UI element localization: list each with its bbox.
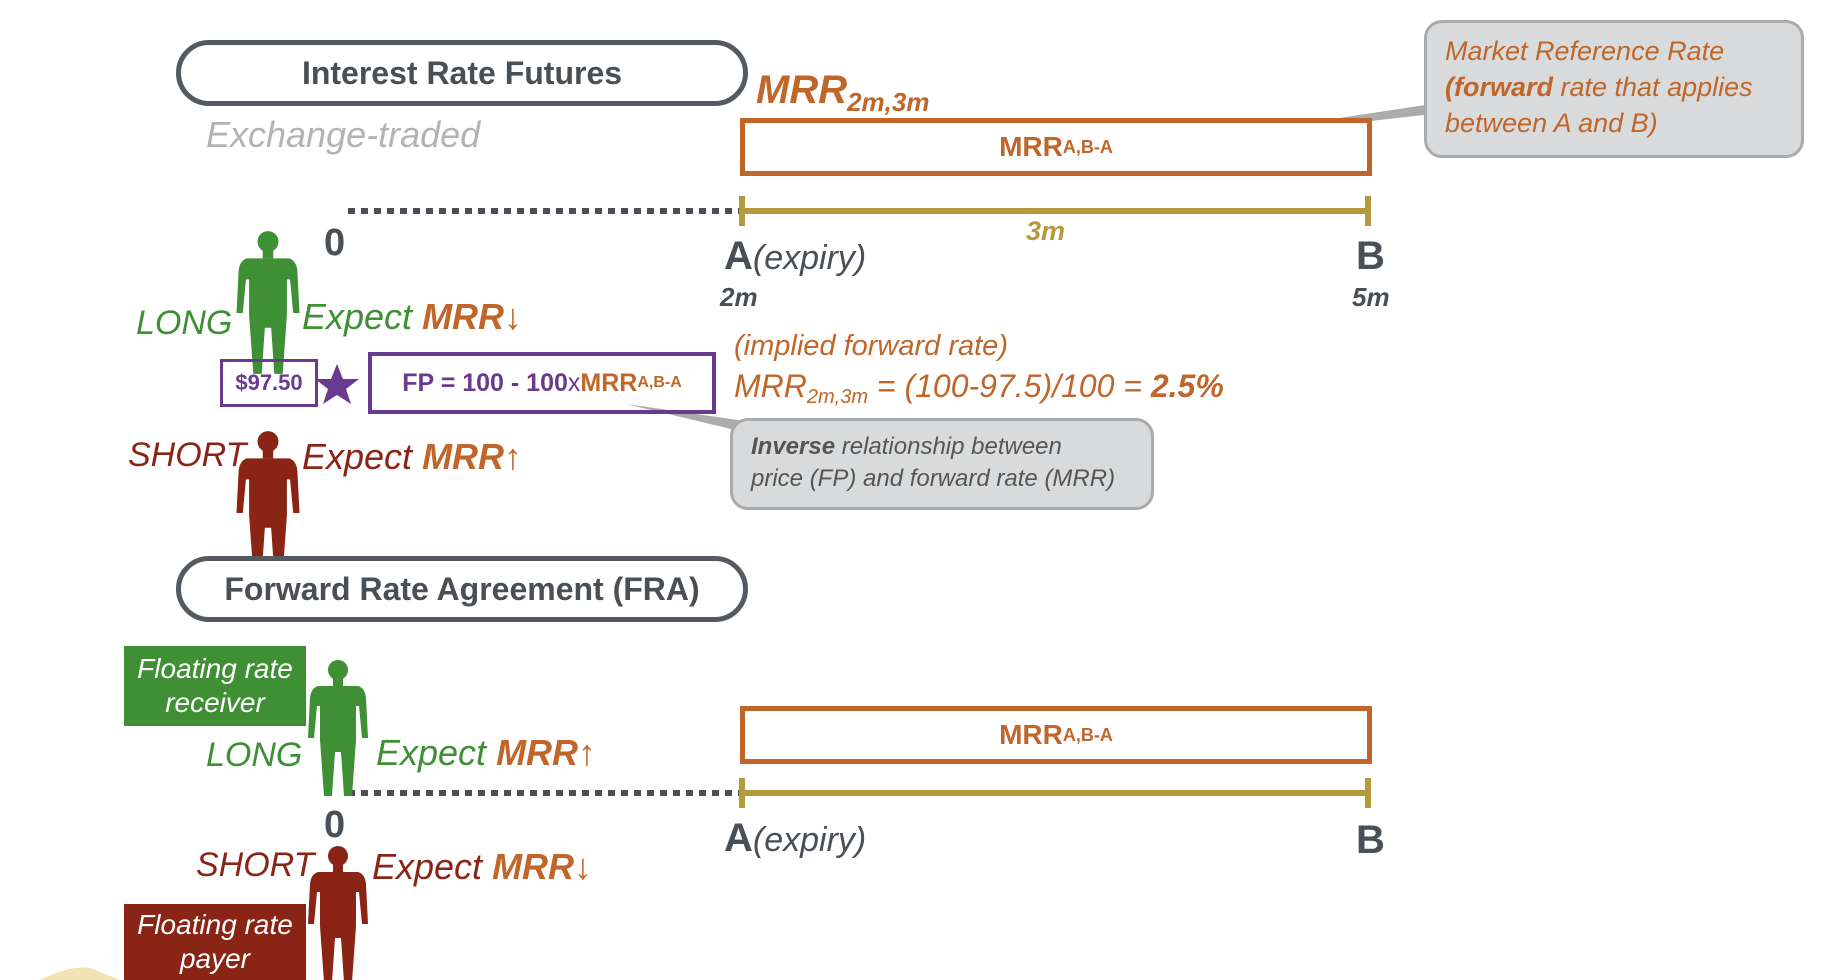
futures-short-expect: Expect MRR↑ [302,436,522,478]
futures-long-expect-text: Expect [302,296,423,337]
futures-short-expect-mrr: MRR↑ [422,436,523,477]
futures-long-label: LONG [136,304,233,342]
fra-mrr-box: MRR A,B-A [740,706,1372,764]
futures-price: $97.50 [235,370,303,395]
futures-a-letter: A [724,234,753,278]
futures-mrr-heading: MRR2m,3m [756,68,929,118]
fra-long-expect-text: Expect [376,732,497,773]
futures-mrr-box-main: MRR [999,131,1063,162]
futures-title-pill: Interest Rate Futures [176,40,748,106]
inverse-rest: relationship between [835,433,1062,460]
futures-long-expect: Expect MRR↓ [302,296,522,338]
futures-b-letter: B [1356,234,1385,278]
fra-receiver-line1: Floating rate [137,653,293,684]
fra-receiver-line2: receiver [165,687,265,718]
fra-short-expect: Expect MRR↓ [372,846,592,888]
fra-b-letter: B [1356,818,1385,862]
fra-short-label: SHORT [196,846,315,884]
futures-b-month: 5m [1352,282,1390,312]
fra-receiver-tag: Floating rate receiver [124,646,306,726]
futures-formula-box: FP = 100 - 100 x MRR A,B-A [368,352,716,414]
fra-mrr-box-main: MRR [999,719,1063,750]
implied-expr: = (100-97.5)/100 = [868,368,1151,404]
mrr-callout-line3: between A and B) [1445,108,1658,138]
futures-mrr-box: MRR A,B-A [740,118,1372,176]
fra-a-note: (expiry) [752,821,867,859]
futures-short-expect-text: Expect [302,436,423,477]
fra-zero-label: 0 [324,804,346,846]
futures-period-label: 3m [1026,216,1066,246]
futures-mrr-box-sub: A,B-A [1062,136,1113,157]
inverse-bold: Inverse [751,433,836,460]
fra-a-label: A(expiry) [724,816,866,861]
implied-forward-label: (implied forward rate) [734,330,1008,362]
implied-sub: 2m,3m [806,386,868,408]
mrr-callout-line2-rest: rate that applies [1553,72,1753,102]
formula-sub: A,B-A [637,374,682,391]
formula-times: x [567,368,581,397]
fra-title-pill: Forward Rate Agreement (FRA) [176,556,748,622]
fra-short-expect-mrr: MRR↓ [492,846,593,887]
futures-a-label: A(expiry) [724,234,866,279]
implied-forward-calc: MRR2m,3m = (100-97.5)/100 = 2.5% [734,368,1224,409]
inverse-callout: Inverse relationship between price (FP) … [730,418,1154,510]
fra-payer-line2: payer [179,943,251,974]
fra-short-person-icon [308,846,368,980]
futures-mrr-heading-main: MRR [756,68,848,112]
corner-decoration-icon [40,967,120,980]
mrr-callout-line2: (forward rate that applies [1445,69,1783,105]
fra-title: Forward Rate Agreement (FRA) [224,570,700,607]
fra-long-person-icon [308,660,368,796]
formula-mrr: MRR [580,368,638,397]
fra-payer-line1: Floating rate [137,909,293,940]
futures-long-expect-mrr: MRR↓ [422,296,523,337]
implied-mrr: MRR [734,368,807,404]
mrr-callout: Market Reference Rate (forward rate that… [1424,20,1804,158]
fra-mrr-box-sub: A,B-A [1062,724,1113,745]
futures-a-note: (expiry) [752,239,867,277]
fra-long-expect-mrr: MRR↑ [496,732,597,773]
inverse-callout-line2: price (FP) and forward rate (MRR) [751,465,1116,492]
futures-mrr-heading-sub: 2m,3m [847,87,930,117]
fra-long-expect: Expect MRR↑ [376,732,596,774]
implied-result: 2.5% [1150,368,1224,404]
fra-long-label: LONG [206,736,303,774]
fra-a-letter: A [724,816,753,860]
futures-price-box: $97.50 [220,359,318,407]
futures-a-month: 2m [720,282,758,312]
inverse-callout-line1: Inverse relationship between [751,431,1133,463]
fra-payer-tag: Floating rate payer [124,904,306,980]
fra-short-expect-text: Expect [372,846,493,887]
futures-zero-label: 0 [324,222,346,264]
futures-short-label: SHORT [128,436,247,474]
formula-left: FP = 100 - 100 [402,368,568,397]
mrr-callout-line1: Market Reference Rate [1445,36,1725,66]
futures-subtitle: Exchange-traded [206,114,481,155]
mrr-callout-forward: (forward [1445,72,1553,102]
futures-long-person-icon [236,231,300,374]
futures-title: Interest Rate Futures [301,54,623,91]
star-icon [315,364,359,404]
